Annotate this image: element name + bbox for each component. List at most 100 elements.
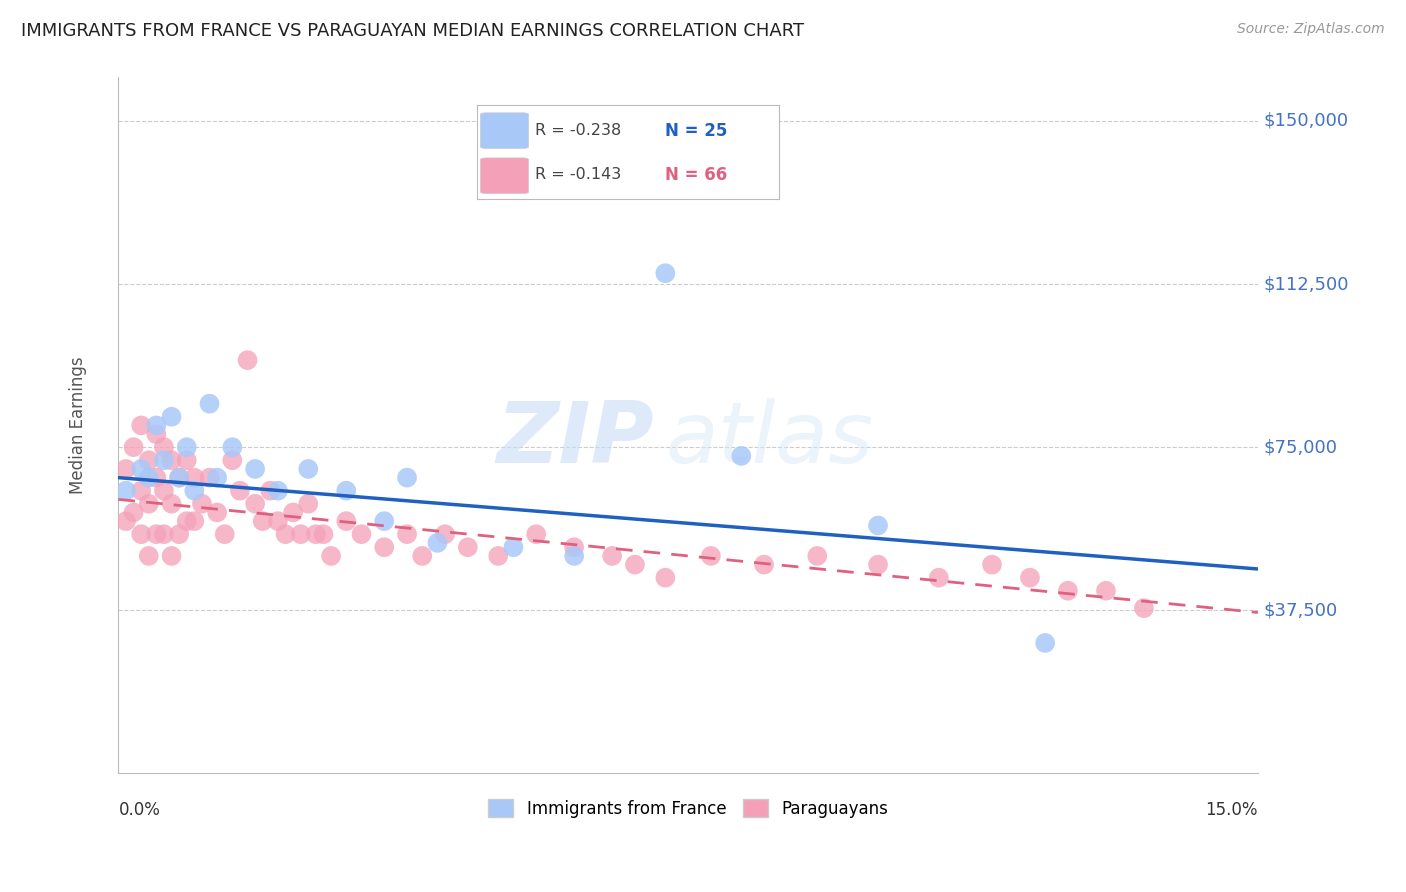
Point [502,540,524,554]
Point [297,462,319,476]
Point [176,440,198,454]
Text: atlas: atlas [665,398,873,481]
Point [305,527,328,541]
Point [167,527,190,541]
Text: Median Earnings: Median Earnings [69,357,87,494]
Point [214,527,236,541]
Point [153,440,176,454]
Point [274,527,297,541]
Point [138,470,160,484]
Legend: Immigrants from France, Paraguayans: Immigrants from France, Paraguayans [481,793,894,824]
Point [1133,601,1156,615]
Point [319,549,342,563]
Point [411,549,433,563]
Point [160,549,183,563]
Point [752,558,775,572]
Point [396,527,419,541]
Point [281,505,304,519]
Point [335,514,357,528]
Point [198,397,221,411]
Point [145,418,167,433]
Text: $75,000: $75,000 [1264,438,1337,456]
Point [312,527,335,541]
Text: $150,000: $150,000 [1264,112,1348,130]
Point [145,527,167,541]
Point [229,483,252,498]
Point [176,514,198,528]
Text: 15.0%: 15.0% [1205,801,1258,819]
Point [562,540,585,554]
Point [434,527,457,541]
Point [928,571,950,585]
Text: $112,500: $112,500 [1264,275,1350,293]
Point [129,527,152,541]
Point [115,514,138,528]
Point [191,497,214,511]
Point [138,453,160,467]
Point [373,514,395,528]
Point [396,470,419,484]
Text: Source: ZipAtlas.com: Source: ZipAtlas.com [1237,22,1385,37]
Text: IMMIGRANTS FROM FRANCE VS PARAGUAYAN MEDIAN EARNINGS CORRELATION CHART: IMMIGRANTS FROM FRANCE VS PARAGUAYAN MED… [21,22,804,40]
Point [600,549,623,563]
Point [205,470,228,484]
Point [426,536,449,550]
Point [122,505,145,519]
Point [1057,583,1080,598]
Point [730,449,752,463]
Text: 0.0%: 0.0% [118,801,160,819]
Point [236,353,259,368]
Point [129,483,152,498]
Point [373,540,395,554]
Point [486,549,509,563]
Point [205,505,228,519]
Point [129,418,152,433]
Point [524,527,547,541]
Point [183,483,205,498]
Point [198,470,221,484]
Point [1033,636,1056,650]
Point [221,453,243,467]
Point [176,453,198,467]
Point [167,470,190,484]
Point [115,462,138,476]
Point [806,549,828,563]
Point [160,453,183,467]
Point [1019,571,1042,585]
Point [866,518,889,533]
Point [153,453,176,467]
Point [153,527,176,541]
Point [259,483,281,498]
Point [183,514,205,528]
Point [138,497,160,511]
Point [700,549,723,563]
Point [183,470,205,484]
Point [562,549,585,563]
Point [654,571,676,585]
Point [267,483,290,498]
Point [457,540,479,554]
Point [1095,583,1118,598]
Point [122,440,145,454]
Point [160,409,183,424]
Point [981,558,1004,572]
Point [145,470,167,484]
Point [335,483,357,498]
Point [654,266,676,280]
Point [267,514,290,528]
Point [297,497,319,511]
Point [145,427,167,442]
Point [153,483,176,498]
Point [221,440,243,454]
Point [115,483,138,498]
Point [160,497,183,511]
Point [138,549,160,563]
Point [167,470,190,484]
Point [866,558,889,572]
Point [252,514,274,528]
Point [243,497,266,511]
Point [129,462,152,476]
Point [290,527,312,541]
Point [350,527,373,541]
Point [624,558,647,572]
